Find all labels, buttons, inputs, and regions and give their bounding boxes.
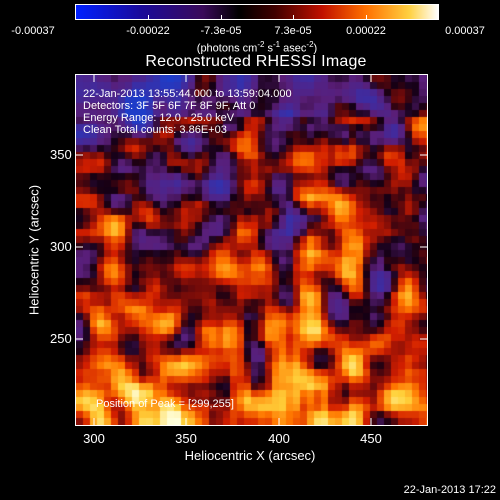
- y-tick-label: 350: [50, 147, 72, 162]
- plot-area: 22-Jan-2013 13:55:44.000 to 13:59:04.000…: [75, 74, 428, 426]
- y-tick-label: 250: [50, 331, 72, 346]
- plot-timestamp: 22-Jan-2013 17:22: [403, 484, 496, 496]
- y-tick-label: 300: [50, 239, 72, 254]
- colorbar-label: -7.3e-05: [200, 25, 242, 37]
- overlay-peak-position: Position of Peak = [299,255]: [96, 398, 234, 410]
- colorbar-tick: [75, 15, 76, 20]
- rhessi-image: [76, 75, 427, 425]
- x-tick-label: 350: [175, 431, 197, 446]
- colorbar: [75, 4, 439, 20]
- overlay-energy-range: Energy Range: 12.0 - 25.0 keV: [83, 112, 235, 124]
- colorbar-tick: [148, 15, 149, 20]
- overlay-time-range: 22-Jan-2013 13:55:44.000 to 13:59:04.000: [83, 88, 292, 100]
- colorbar-label: -0.00037: [11, 25, 55, 37]
- x-tick-label: 450: [360, 431, 382, 446]
- colorbar-tick: [366, 15, 367, 20]
- overlay-total-counts: Clean Total counts: 3.86E+03: [83, 124, 227, 136]
- y-axis-label: Heliocentric Y (arcsec): [26, 184, 42, 316]
- colorbar-tick: [293, 15, 294, 20]
- colorbar-label: -0.00022: [126, 25, 170, 37]
- colorbar-unit: (photons cm-2 s-1 asec-2): [196, 40, 318, 55]
- x-axis-label: Heliocentric X (arcsec): [184, 448, 316, 463]
- colorbar-label: 0.00022: [346, 25, 386, 37]
- x-tick-label: 300: [83, 431, 105, 446]
- colorbar-label: 0.00037: [445, 25, 485, 37]
- overlay-detectors: Detectors: 3F 5F 6F 7F 8F 9F, Att 0: [83, 100, 256, 112]
- colorbar-label: 7.3e-05: [274, 25, 312, 37]
- x-tick-label: 400: [268, 431, 290, 446]
- plot-title: Reconstructed RHESSI Image: [145, 53, 367, 70]
- colorbar-tick: [438, 15, 439, 20]
- colorbar-tick: [221, 15, 222, 20]
